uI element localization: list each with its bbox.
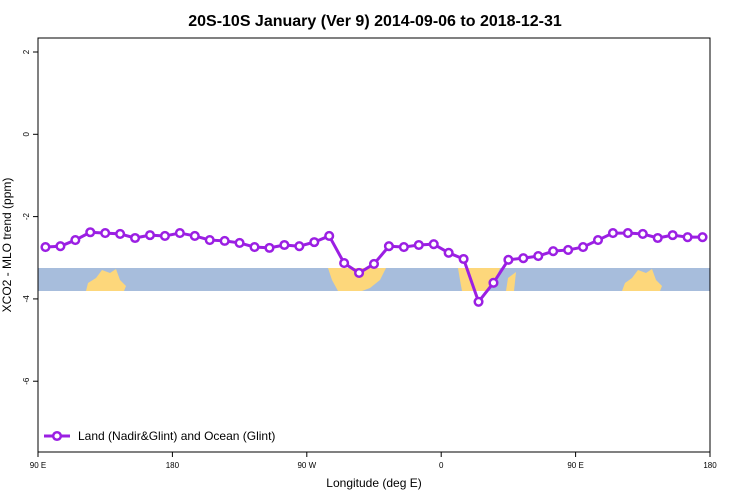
point bbox=[219, 235, 230, 246]
x-tick-label: 180 bbox=[703, 461, 717, 470]
point bbox=[428, 239, 439, 250]
plot-frame bbox=[37, 37, 711, 453]
point bbox=[174, 228, 185, 239]
land bbox=[86, 269, 126, 291]
land bbox=[622, 269, 662, 291]
point bbox=[40, 242, 51, 253]
y-tick-label: -2 bbox=[22, 213, 31, 221]
point bbox=[249, 242, 260, 253]
point bbox=[70, 235, 81, 246]
point bbox=[234, 237, 245, 248]
point bbox=[279, 239, 290, 251]
point bbox=[383, 241, 394, 252]
point bbox=[398, 242, 409, 253]
x-tick-label: 0 bbox=[439, 461, 444, 470]
point bbox=[518, 253, 529, 264]
x-tick-label: 180 bbox=[166, 461, 180, 470]
point bbox=[667, 230, 678, 241]
y-tick-label: -4 bbox=[22, 295, 31, 303]
point bbox=[159, 230, 170, 241]
x-tick-label: 90 E bbox=[30, 461, 46, 470]
y-tick-label: 2 bbox=[22, 49, 31, 54]
point bbox=[652, 232, 663, 244]
x-tick-label: 90 E bbox=[567, 461, 583, 470]
x-axis-label: Longitude (deg E) bbox=[326, 476, 421, 490]
point bbox=[368, 258, 380, 269]
point bbox=[354, 267, 365, 279]
point bbox=[622, 228, 633, 239]
point bbox=[100, 228, 111, 239]
legend-marker bbox=[51, 430, 63, 442]
point bbox=[443, 247, 454, 258]
point bbox=[144, 230, 156, 241]
point bbox=[115, 228, 126, 239]
x-tick-label: 90 W bbox=[297, 461, 316, 470]
point bbox=[85, 227, 96, 238]
point bbox=[548, 246, 559, 257]
point bbox=[563, 244, 574, 255]
point bbox=[533, 251, 544, 262]
point bbox=[324, 230, 335, 241]
point bbox=[473, 296, 484, 307]
y-axis-label: XCO2 - MLO trend (ppm) bbox=[0, 178, 14, 313]
point bbox=[309, 237, 320, 248]
point bbox=[189, 230, 200, 241]
point bbox=[413, 239, 424, 251]
chart-title: 20S-10S January (Ver 9) 2014-09-06 to 20… bbox=[188, 13, 562, 30]
y-tick-label: -6 bbox=[22, 377, 31, 385]
y-tick-label: 0 bbox=[22, 132, 31, 137]
point bbox=[55, 241, 66, 252]
point bbox=[130, 232, 141, 244]
point bbox=[488, 277, 499, 288]
point bbox=[637, 228, 648, 239]
legend-label: Land (Nadir&Glint) and Ocean (Glint) bbox=[78, 429, 275, 443]
point bbox=[264, 242, 275, 253]
point bbox=[503, 254, 514, 265]
point bbox=[578, 242, 589, 253]
point bbox=[592, 235, 604, 246]
land bbox=[328, 268, 386, 291]
point bbox=[682, 232, 693, 243]
point bbox=[204, 235, 215, 246]
point bbox=[339, 258, 350, 269]
point bbox=[458, 253, 469, 265]
point bbox=[697, 232, 708, 243]
land bbox=[506, 272, 516, 291]
point bbox=[294, 241, 305, 252]
map-band bbox=[38, 268, 710, 291]
point bbox=[607, 228, 618, 239]
